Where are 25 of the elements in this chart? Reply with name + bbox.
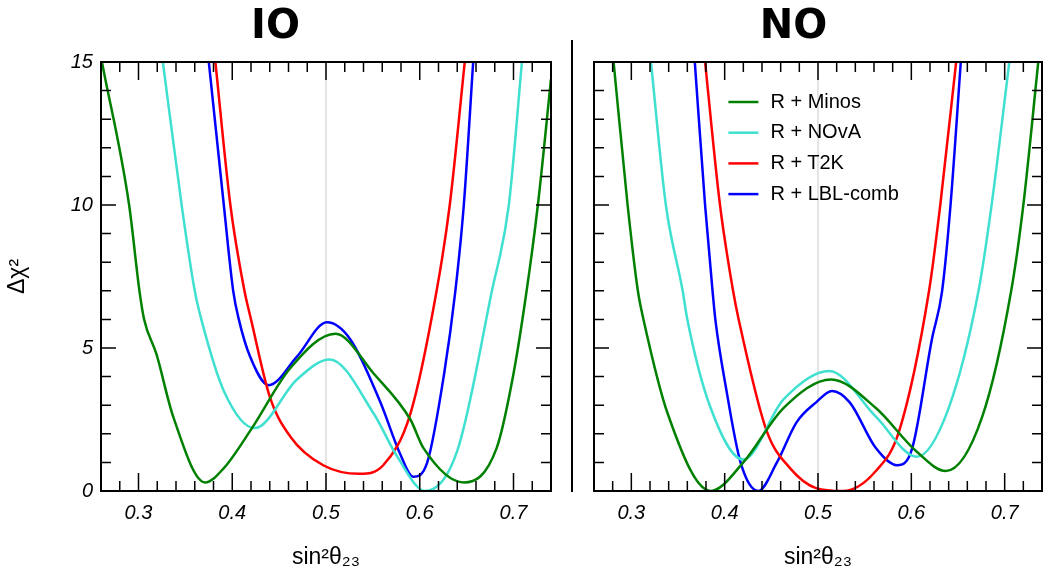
chart-title: NO bbox=[759, 1, 828, 48]
x-axis-title: sin²θ₂₃ bbox=[783, 542, 853, 569]
legend-label: R + Minos bbox=[770, 89, 861, 112]
line-series bbox=[161, 62, 524, 491]
chart-title: IO bbox=[251, 1, 300, 48]
x-tick-label: 0.4 bbox=[710, 500, 739, 523]
x-tick-label: 0.7 bbox=[499, 500, 529, 523]
line-series bbox=[101, 62, 551, 484]
legend-label: R + T2K bbox=[770, 150, 845, 173]
legend-label: R + NOvA bbox=[770, 120, 862, 143]
x-tick-label: 0.3 bbox=[617, 500, 646, 523]
y-tick-label: 15 bbox=[70, 49, 94, 72]
x-axis-title: sin²θ₂₃ bbox=[291, 542, 361, 569]
y-axis-title: Δχ² bbox=[3, 258, 30, 295]
x-tick-label: 0.6 bbox=[897, 500, 927, 523]
x-tick-label: 0.7 bbox=[990, 500, 1020, 523]
y-tick-label: 5 bbox=[81, 335, 94, 358]
legend-label: R + LBL-comb bbox=[770, 181, 899, 204]
y-tick-label: 0 bbox=[81, 478, 93, 501]
y-tick-label: 10 bbox=[70, 192, 93, 215]
x-tick-label: 0.5 bbox=[804, 500, 833, 523]
x-tick-label: 0.3 bbox=[124, 500, 153, 523]
x-tick-label: 0.5 bbox=[312, 500, 341, 523]
x-tick-label: 0.6 bbox=[405, 500, 435, 523]
x-tick-label: 0.4 bbox=[218, 500, 247, 523]
